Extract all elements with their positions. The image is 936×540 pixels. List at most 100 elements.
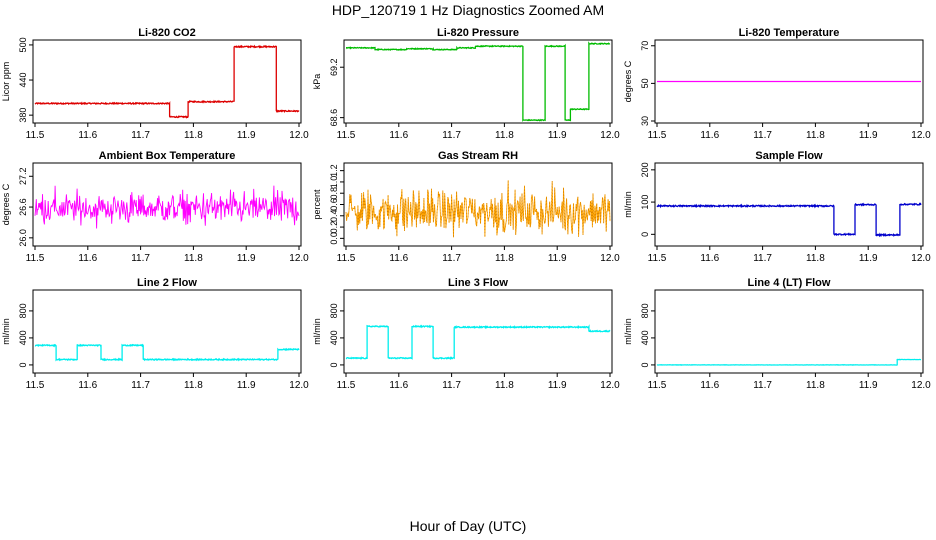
- x-tick-label: 12.0: [600, 253, 620, 264]
- panel-3: Li-820 Temperature degrees C 11.5 11.6 11.7 1…: [623, 27, 931, 141]
- data-line: [34, 185, 300, 229]
- x-tick-label: 11.7: [442, 253, 461, 264]
- x-tick-label: 11.5: [337, 130, 356, 141]
- x-tick-label: 11.7: [131, 253, 150, 264]
- x-tick-label: 11.6: [389, 380, 408, 391]
- x-tick-label: 12.0: [289, 380, 309, 391]
- x-tick-label: 11.5: [337, 380, 356, 391]
- panel-title: Line 3 Flow: [448, 277, 508, 289]
- y-tick-label: 0: [640, 232, 650, 237]
- y-tick-label: 68.6: [329, 109, 339, 127]
- figure-title: HDP_120719 1 Hz Diagnostics Zoomed AM: [331, 2, 605, 18]
- x-tick-label: 11.6: [700, 253, 719, 264]
- data-line: [656, 358, 922, 366]
- y-tick-label: 50: [640, 78, 650, 88]
- y-axis-label: ml/min: [623, 318, 633, 345]
- y-tick-label: 70: [640, 41, 650, 51]
- y-axis-label: kPa: [312, 74, 322, 90]
- x-tick-label: 11.9: [859, 380, 878, 391]
- y-tick-label: 380: [18, 108, 28, 123]
- x-tick-label: 11.9: [237, 253, 256, 264]
- panel-title: Li-820 Pressure: [437, 27, 519, 39]
- panel-2: Li-820 Pressure kPa 11.5 11.6 11.7 11.8 11.9 12…: [312, 27, 620, 141]
- x-tick-label: 11.5: [26, 380, 45, 391]
- y-tick-label: 400: [18, 330, 28, 345]
- plot-frame: [343, 162, 613, 247]
- panel-title: Sample Flow: [755, 150, 823, 162]
- x-tick-label: 11.8: [184, 253, 203, 264]
- y-tick-label: 200: [640, 162, 650, 177]
- x-tick-label: 11.5: [648, 380, 667, 391]
- y-tick-label: 0.8: [329, 187, 339, 200]
- y-tick-label: 400: [329, 330, 339, 345]
- y-tick-label: 800: [640, 303, 650, 318]
- x-tick-label: 11.6: [389, 130, 408, 141]
- y-tick-label: 27.2: [18, 168, 28, 186]
- y-tick-label: 0: [18, 362, 28, 367]
- panel-6: Sample Flow ml/min 11.5 11.6 11.7 11.8 11.9 12.…: [623, 150, 931, 264]
- data-line: [345, 180, 611, 238]
- x-tick-label: 11.5: [648, 130, 667, 141]
- panel-8: Line 3 Flow ml/min 11.5 11.6 11.7 11.8 11.9 12.…: [312, 277, 620, 391]
- panel-7: Line 2 Flow ml/min 11.5 11.6 11.7 11.8 11.9 12.…: [1, 277, 309, 391]
- x-tick-label: 11.6: [389, 253, 408, 264]
- y-axis-label: ml/min: [623, 191, 633, 218]
- x-tick-label: 11.8: [806, 253, 825, 264]
- y-tick-label: 800: [329, 303, 339, 318]
- x-tick-label: 11.8: [495, 130, 514, 141]
- y-tick-label: 26.0: [18, 229, 28, 247]
- y-tick-label: 0: [640, 362, 650, 367]
- y-axis-label: degrees C: [623, 60, 633, 102]
- y-tick-label: 0.2: [329, 221, 339, 234]
- x-tick-label: 11.8: [806, 380, 825, 391]
- x-tick-label: 11.6: [78, 253, 97, 264]
- x-tick-label: 11.9: [859, 253, 878, 264]
- panel-5: Gas Stream RH percent 11.5 11.6 11.7 11.8 11.9…: [312, 150, 620, 264]
- y-tick-label: 0.0: [329, 232, 339, 245]
- data-line-dots: [345, 180, 611, 238]
- x-tick-label: 11.7: [753, 380, 772, 391]
- x-tick-label: 11.6: [78, 130, 97, 141]
- y-axis-label: Licor ppm: [1, 62, 11, 102]
- plot-frame: [343, 39, 613, 124]
- panel-title: Line 2 Flow: [137, 277, 197, 289]
- x-tick-label: 11.8: [806, 130, 825, 141]
- x-tick-label: 12.0: [911, 380, 931, 391]
- panel-1: Li-820 CO2 Licor ppm 11.5 11.6 11.7 11.8 11.9 1…: [1, 27, 309, 141]
- y-tick-label: 440: [18, 73, 28, 88]
- x-tick-label: 12.0: [600, 130, 620, 141]
- x-tick-label: 11.7: [131, 130, 150, 141]
- x-tick-label: 12.0: [911, 253, 931, 264]
- y-axis-label: ml/min: [1, 318, 11, 345]
- y-tick-label: 0.4: [329, 210, 339, 223]
- panel-title: Line 4 (LT) Flow: [748, 277, 831, 289]
- data-line: [345, 41, 611, 122]
- x-tick-label: 11.9: [237, 130, 256, 141]
- x-tick-label: 11.7: [753, 253, 772, 264]
- data-line: [34, 44, 300, 119]
- y-tick-label: 30: [640, 116, 650, 126]
- x-tick-label: 12.0: [289, 253, 309, 264]
- x-tick-label: 11.6: [700, 380, 719, 391]
- data-line: [656, 202, 922, 238]
- panel-9: Line 4 (LT) Flow ml/min 11.5 11.6 11.7 11.8 11…: [623, 277, 931, 391]
- data-line: [34, 343, 300, 362]
- x-tick-label: 11.7: [753, 130, 772, 141]
- y-axis-label: ml/min: [312, 318, 322, 345]
- x-tick-label: 11.7: [442, 130, 461, 141]
- x-tick-label: 11.9: [548, 130, 567, 141]
- x-tick-label: 11.8: [495, 253, 514, 264]
- panel-title: Ambient Box Temperature: [99, 150, 236, 162]
- x-tick-label: 11.9: [548, 253, 567, 264]
- panel-4: Ambient Box Temperature degrees C 11.5 11.6…: [1, 150, 309, 264]
- x-tick-label: 12.0: [600, 380, 620, 391]
- x-tick-label: 11.6: [78, 380, 97, 391]
- plot-frame: [32, 162, 302, 247]
- x-tick-label: 11.6: [700, 130, 719, 141]
- x-tick-label: 11.9: [237, 380, 256, 391]
- x-tick-label: 11.7: [442, 380, 461, 391]
- x-axis-label: Hour of Day (UTC): [409, 518, 527, 534]
- x-tick-label: 11.7: [131, 380, 150, 391]
- plot-frame: [654, 289, 924, 374]
